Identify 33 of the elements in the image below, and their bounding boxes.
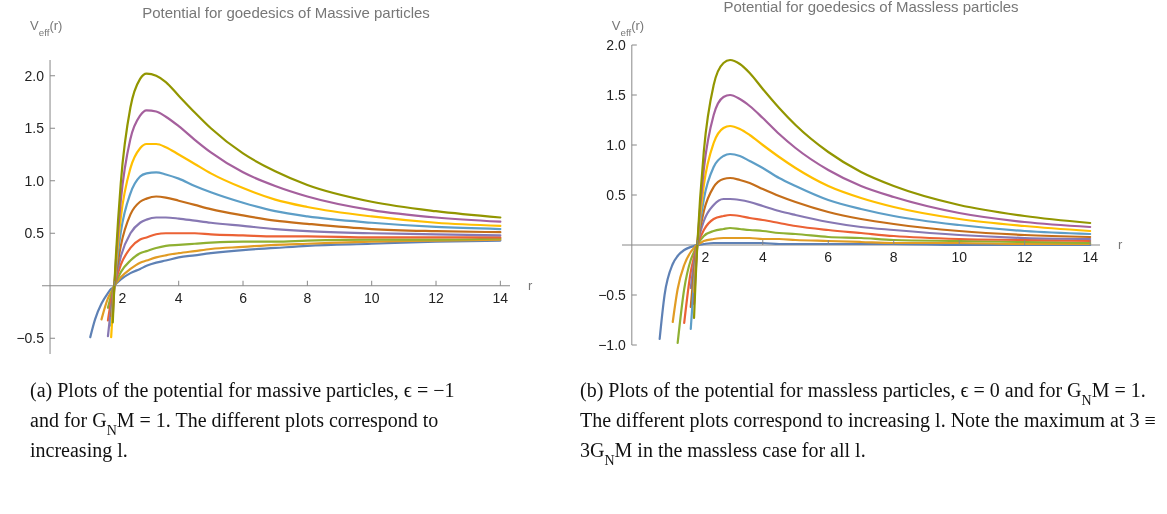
chart-title: Potential for goedesics of Massive particles: [142, 4, 430, 21]
y-axis-title: V$_{eff}$(r): [30, 18, 63, 38]
x-tick-label: 8: [889, 249, 898, 265]
x-tick-label: 4: [758, 249, 767, 265]
y-tick-label: 1.5: [606, 87, 627, 103]
y-tick-label: 0.5: [24, 225, 45, 242]
y-axis-title: V$_{eff}$(r): [611, 18, 645, 38]
y-tick-label: 2.0: [606, 37, 627, 53]
x-tick-label: 14: [492, 289, 509, 306]
x-tick-label: 6: [239, 289, 248, 306]
x-tick-label: 12: [1016, 249, 1033, 265]
y-tick-label: 1.5: [24, 120, 45, 137]
x-tick-label: 12: [428, 289, 445, 306]
x-tick-label: 2: [701, 249, 710, 265]
x-tick-label: 2: [118, 289, 127, 306]
y-tick-label: 2.0: [24, 67, 45, 84]
x-tick-label: 10: [363, 289, 380, 306]
y-tick-label: 1.0: [606, 137, 627, 153]
chart-title: Potential for goedesics of Massless particles: [723, 0, 1019, 15]
x-tick-label: 8: [303, 289, 312, 306]
x-tick-label: 14: [1082, 249, 1099, 265]
y-tick-label: 1.0: [24, 172, 45, 189]
text: (a) Plots of the potential for massive particles, ϵ = −1 and for G$_{N}$M = 1. The different plots correspond to increasing l.: [30, 379, 455, 462]
y-tick-label: 0.5: [606, 187, 627, 203]
x-tick-label: 6: [824, 249, 833, 265]
y-tick-label: −0.5: [16, 330, 45, 347]
y-tick-label: −1.0: [598, 337, 627, 353]
x-axis-title: r: [1118, 237, 1123, 252]
text: (b) Plots of the potential for massless particles, ϵ = 0 and for G$_{N}$M = 1. The different plots correspond to increasing l. Note the maximum at 3 ≡ 3G$_{N}$M in the massless case for all l.: [580, 379, 1156, 468]
y-tick-label: −0.5: [598, 287, 627, 303]
x-tick-label: 10: [951, 249, 968, 265]
x-tick-label: 4: [174, 289, 183, 306]
x-axis-title: r: [528, 277, 533, 293]
